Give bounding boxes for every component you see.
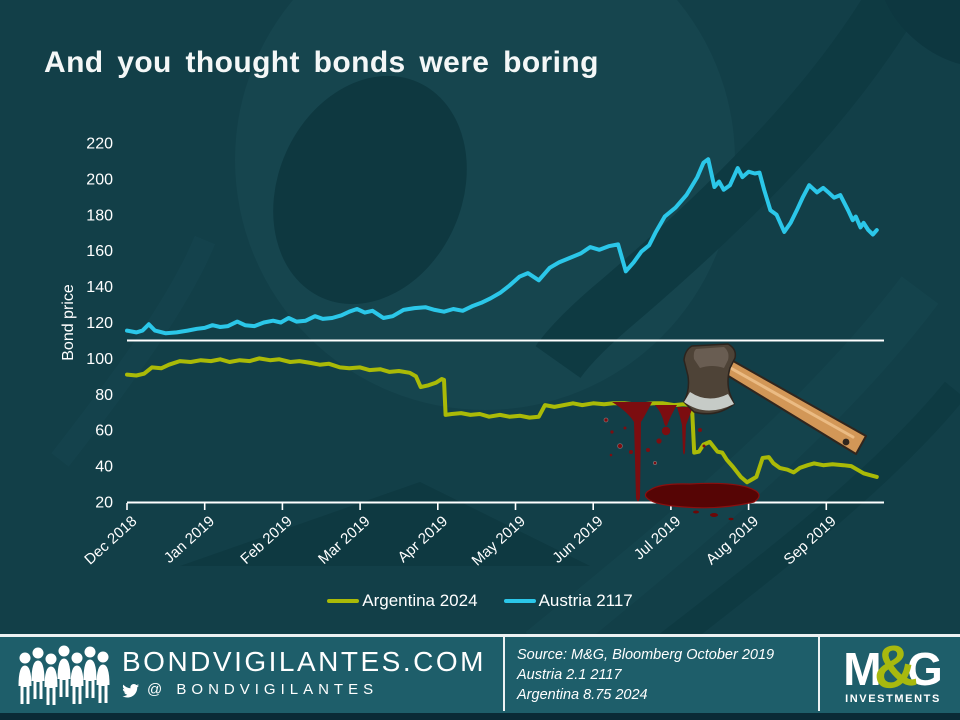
legend-swatch-argentina [327,599,360,603]
source-line: Source: M&G, Bloomberg October 2019 [517,647,775,663]
people-group-icon [18,645,110,705]
y-axis-tick-label: 120 [86,315,113,332]
bottom-strip [0,713,960,720]
brand-block: BONDVIGILANTES.COM @ BONDVIGILANTES [122,646,486,699]
y-axis-tick-label: 40 [95,459,113,476]
mg-logo-m: M [843,643,882,695]
series-line-argentina-2024 [125,356,879,485]
blood-splatter-icon [603,402,760,521]
legend-label-austria: Austria 2117 [538,591,633,610]
y-axis-tick-label: 80 [95,387,113,404]
mg-logo-g: G [906,643,943,695]
legend-label-argentina: Argentina 2024 [362,591,478,610]
series-line-austria-2117 [125,157,879,336]
y-axis-tick-label: 20 [95,495,113,512]
y-axis-tick-label: 180 [86,207,113,224]
x-axis-tick-label: Jun 2019 [549,513,606,567]
y-axis-tick-label: 60 [95,423,113,440]
x-axis-tick-label: Dec 2018 [81,513,140,569]
legend-item-austria: Austria 2117 [503,591,633,611]
site-name: BONDVIGILANTES.COM [122,646,486,677]
footer [0,634,960,713]
mg-logo-subtitle: INVESTMENTS [845,693,941,705]
twitter-handle: @ BONDVIGILANTES [147,681,379,698]
mg-logo-ampersand: & [869,630,920,703]
chart-legend: Argentina 2024 Austria 2117 [0,591,960,611]
legend-swatch-austria [503,599,536,603]
source-text: Source: M&G, Bloomberg October 2019 Aust… [517,645,774,705]
source-line: Argentina 8.75 2024 [517,687,648,703]
mg-logo: M & G INVESTMENTS [836,630,950,705]
twitter-icon [122,683,139,698]
axe-icon [683,343,867,455]
page-title: And you thought bonds were boring [44,46,599,79]
y-axis-tick-label: 220 [86,136,113,153]
y-axis-tick-label: 140 [86,279,113,296]
legend-item-argentina: Argentina 2024 [327,591,478,611]
source-line: Austria 2.1 2117 [517,667,622,683]
y-axis-tick-label: 200 [86,171,113,188]
y-axis-tick-label: 100 [86,351,113,368]
background-watermark [51,0,960,668]
footer-divider [818,637,820,711]
footer-divider [503,637,505,711]
y-axis-title: Bond price [60,284,77,361]
y-axis-tick-label: 160 [86,243,113,260]
